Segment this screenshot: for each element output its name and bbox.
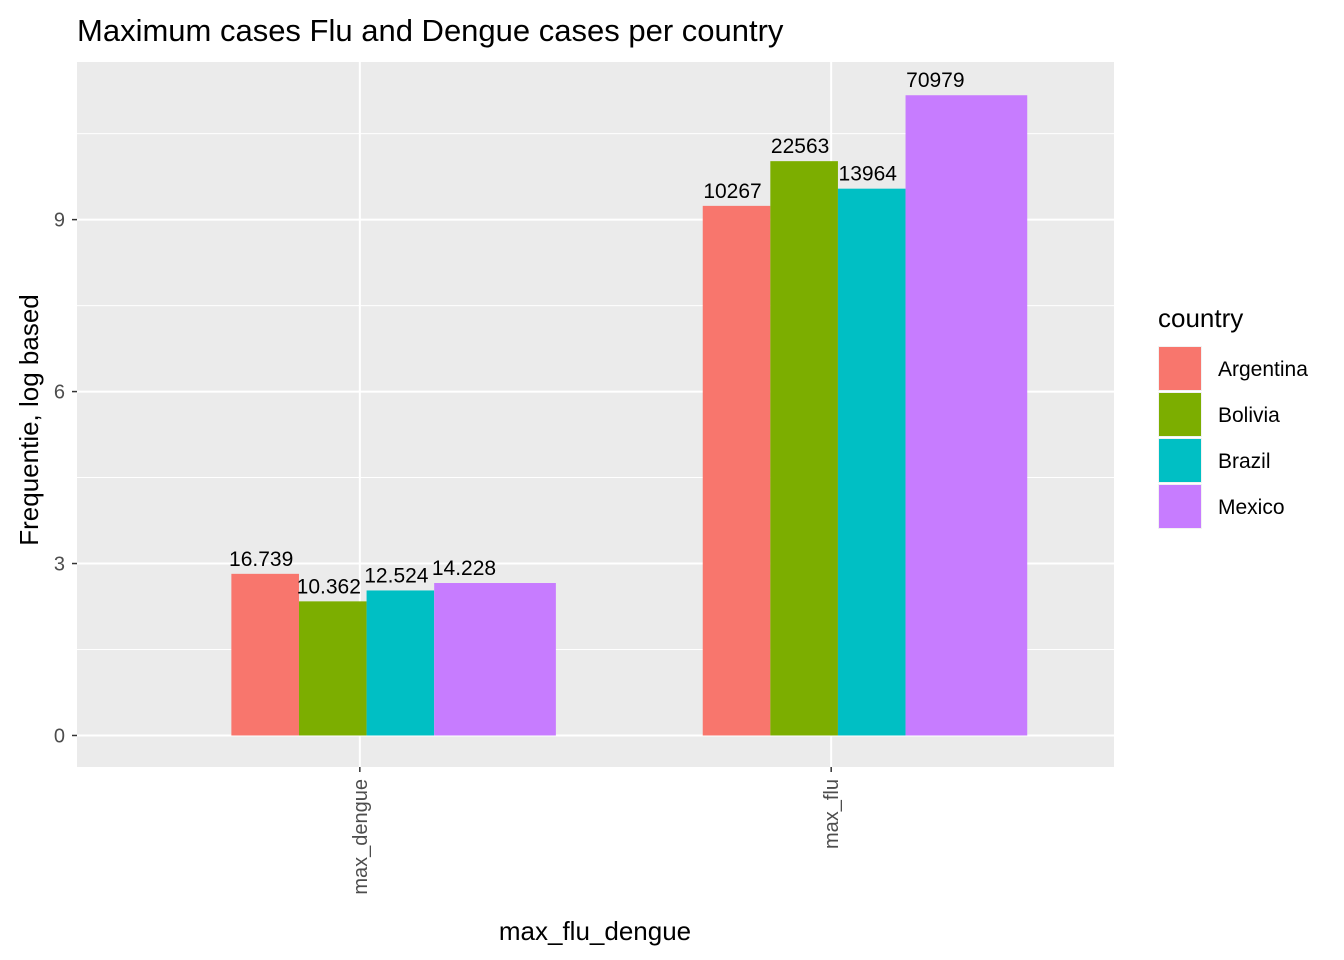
- data-label: 10.362: [297, 575, 361, 598]
- x-tick-label: max_flu: [821, 779, 843, 849]
- data-label: 14.228: [432, 557, 496, 580]
- y-tick-label: 6: [54, 382, 65, 404]
- data-label: 22563: [771, 135, 829, 158]
- legend: country Argentina Bolivia Brazil Mexico: [1158, 303, 1308, 529]
- data-label: 13964: [839, 163, 898, 186]
- legend-swatch-mexico: [1159, 485, 1201, 528]
- legend-swatch-bolivia: [1159, 393, 1201, 436]
- data-labels: 16.739 10267 10.362 22563 12.524 13964 14.228 7…: [229, 69, 964, 598]
- legend-swatch-argentina: [1159, 347, 1201, 390]
- y-tick-label: 3: [54, 554, 65, 576]
- bar-bolivia-max_flu: [770, 161, 838, 736]
- bar-brazil-max_flu: [837, 188, 906, 736]
- data-label: 16.739: [229, 548, 293, 571]
- legend-swatch-brazil: [1159, 439, 1201, 482]
- y-axis: 0 3 6 9: [54, 210, 77, 747]
- bar-argentina-max_dengue: [231, 573, 299, 736]
- legend-label: Brazil: [1218, 450, 1271, 473]
- data-label: 10267: [703, 180, 761, 203]
- legend-label: Mexico: [1218, 496, 1285, 519]
- bar-argentina-max_flu: [702, 205, 771, 736]
- bar-bolivia-max_dengue: [298, 601, 367, 736]
- data-label: 12.524: [364, 564, 429, 587]
- legend-title: country: [1158, 303, 1243, 333]
- legend-label: Argentina: [1218, 358, 1308, 381]
- bars: [231, 95, 1028, 736]
- y-axis-title: Frequentie, log based: [14, 294, 44, 546]
- legend-label: Bolivia: [1218, 404, 1280, 427]
- y-tick-label: 9: [54, 210, 65, 232]
- chart-title: Maximum cases Flu and Dengue cases per c…: [77, 13, 784, 48]
- bar-brazil-max_dengue: [366, 590, 435, 736]
- data-label: 70979: [906, 69, 964, 92]
- y-tick-label: 0: [54, 725, 65, 747]
- bar-mexico-max_dengue: [434, 583, 556, 736]
- x-axis-title: max_flu_dengue: [499, 916, 691, 946]
- x-tick-label: max_dengue: [350, 779, 372, 895]
- bar-mexico-max_flu: [905, 95, 1028, 736]
- x-axis: max_dengue max_flu: [350, 767, 843, 895]
